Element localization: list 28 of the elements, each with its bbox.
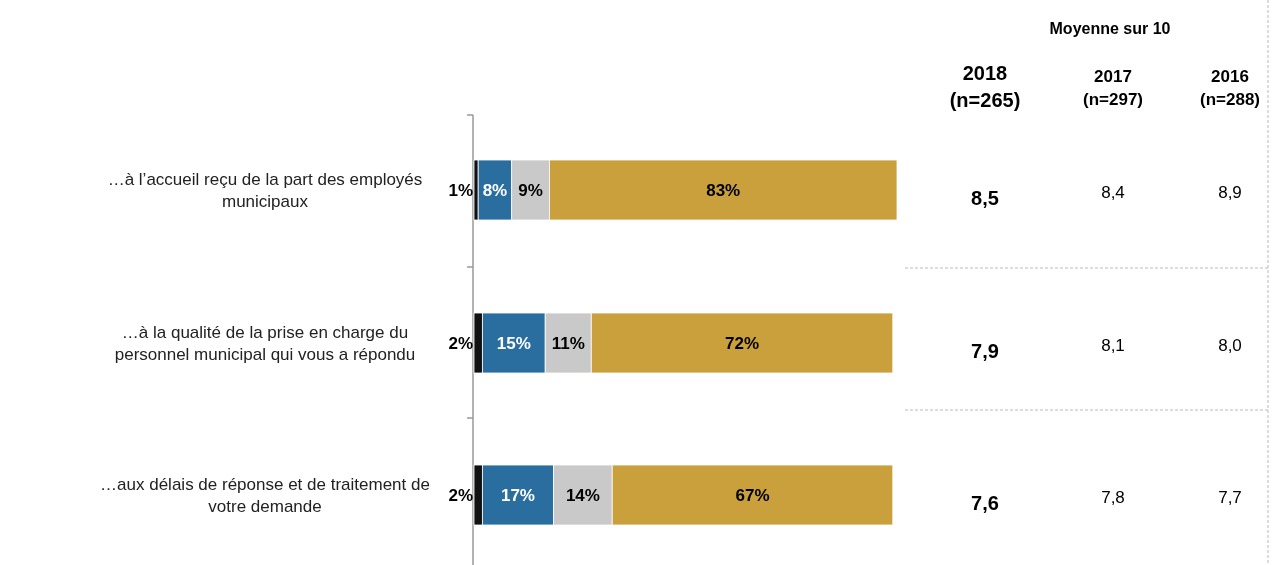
- data-label: 1%: [448, 181, 473, 200]
- data-label: 11%: [551, 334, 585, 353]
- text: Moyenne sur 10: [1049, 20, 1171, 37]
- data-label: 67%: [735, 486, 770, 505]
- category-label: 2016 (n=288): [1200, 67, 1260, 109]
- data-label: 2%: [448, 486, 473, 505]
- text: 8,1: [1101, 336, 1125, 355]
- text: 7,9: [971, 340, 999, 362]
- y-tick-label: …à l’accueil reçu de la part des employés municipaux: [107, 170, 423, 211]
- category-label: 2018 (n=265): [949, 62, 1021, 111]
- text: 7,6: [971, 492, 999, 514]
- data-label: 9%: [518, 181, 543, 200]
- text: 7,8: [1101, 488, 1125, 507]
- category-label: 2017 (n=297): [1083, 67, 1143, 109]
- data-label: 72%: [725, 334, 760, 353]
- data-label: 83%: [706, 181, 741, 200]
- text: 8,5: [971, 187, 999, 209]
- text: 8,9: [1218, 183, 1242, 202]
- text: 8,4: [1101, 183, 1125, 202]
- y-tick-label: …aux délais de réponse et de traitement de votre demande: [100, 475, 430, 516]
- text: 8,0: [1218, 336, 1242, 355]
- data-label: 2%: [448, 334, 473, 353]
- text: 7,7: [1218, 488, 1242, 507]
- data-label: 17%: [500, 486, 535, 505]
- data-label: 14%: [565, 486, 600, 505]
- data-label: 15%: [496, 334, 531, 353]
- y-tick-label: …à la qualité de la prise en charge du personnel municipal qui vous a répondu: [114, 323, 416, 364]
- data-label: 8%: [482, 181, 508, 200]
